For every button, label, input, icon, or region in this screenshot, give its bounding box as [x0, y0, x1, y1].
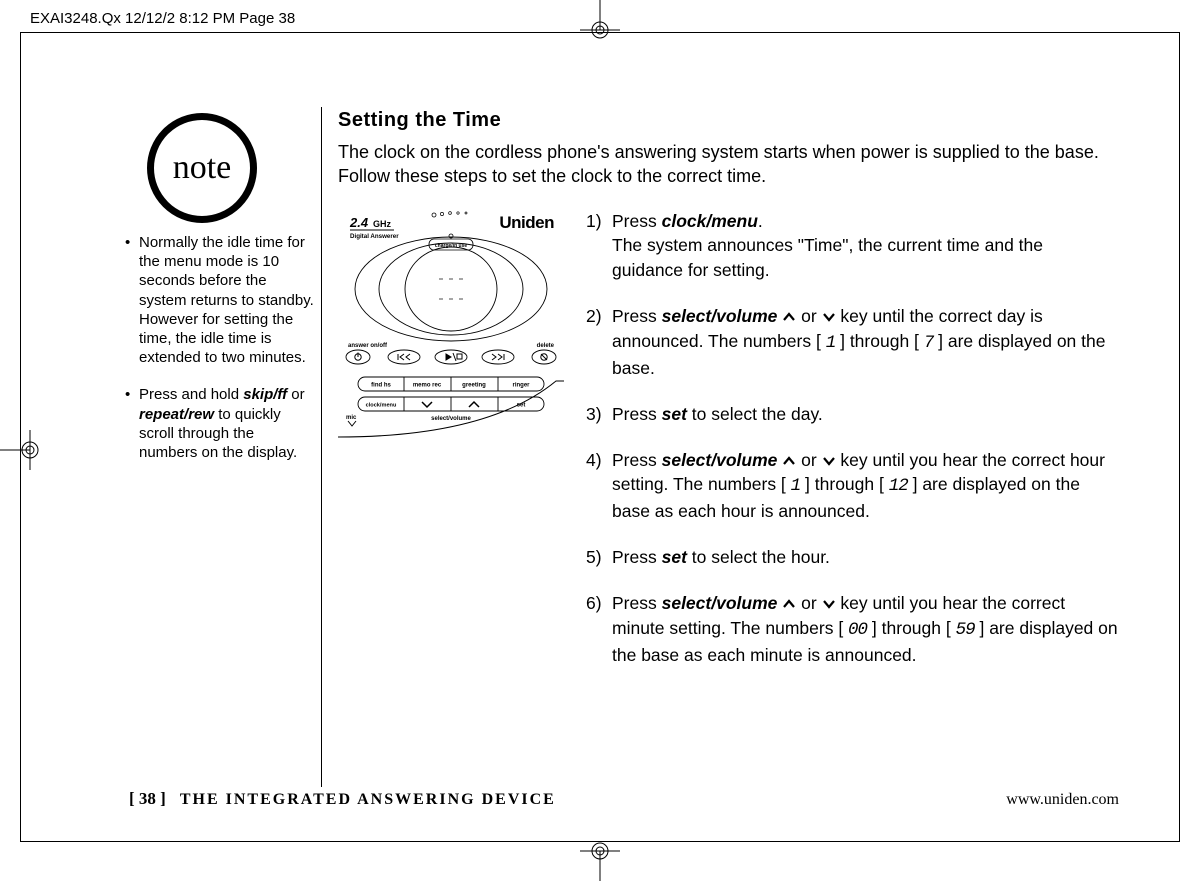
step-text: Press select/volume or key until you hea…: [612, 448, 1118, 525]
page-number: [ 38 ]: [129, 789, 166, 809]
step-item: 5)Press set to select the hour.: [586, 545, 1118, 570]
note-label: note: [173, 149, 232, 187]
intro-paragraph: The clock on the cordless phone's answer…: [338, 140, 1118, 189]
chevron-up-icon: [782, 450, 796, 470]
step-item: 2)Press select/volume or key until the c…: [586, 304, 1118, 381]
step-text: Press set to select the hour.: [612, 545, 1118, 570]
step-text: Press set to select the day.: [612, 402, 1118, 427]
device-brand: Uniden: [499, 213, 554, 232]
step-text: Press select/volume or key until the cor…: [612, 304, 1118, 381]
chevron-down-icon: [822, 593, 836, 613]
step-number: 4): [586, 448, 612, 525]
seven-segment-value: 1: [791, 476, 801, 496]
footer-title: THE INTEGRATED ANSWERING DEVICE: [180, 791, 556, 809]
steps-list: 1)Press clock/menu.The system announces …: [586, 209, 1118, 689]
device-ghz-label: GHz: [373, 219, 392, 229]
device-selectvolume-label: select/volume: [431, 416, 471, 422]
device-answer-label: answer on/off: [348, 343, 388, 349]
device-illustration: 2.4 GHz Digital Answerer Uniden ch: [338, 209, 564, 689]
seven-segment-value: 00: [848, 620, 867, 640]
device-freq-label: 2.4: [349, 215, 369, 230]
note-badge: note: [147, 113, 257, 223]
note-bullet-text: Press and hold skip/ff or repeat/rew to …: [139, 385, 315, 462]
chevron-down-icon: [822, 450, 836, 470]
step-number: 6): [586, 591, 612, 668]
device-subtitle: Digital Answerer: [350, 233, 399, 240]
note-bullet: • Press and hold skip/ff or repeat/rew t…: [125, 385, 315, 462]
step-number: 2): [586, 304, 612, 381]
device-btn-greeting: greeting: [462, 382, 486, 388]
device-btn-ringer: ringer: [512, 382, 530, 388]
step-number: 3): [586, 402, 612, 427]
device-btn-memorec: memo rec: [413, 382, 442, 388]
seven-segment-value: 59: [956, 620, 975, 640]
device-btn-clockmenu: clock/menu: [366, 402, 397, 408]
registration-mark-bottom: [570, 841, 630, 881]
step-text: Press select/volume or key until you hea…: [612, 591, 1118, 668]
page-frame: note • Normally the idle time for the me…: [20, 32, 1180, 842]
device-mic-label: mic: [346, 415, 357, 421]
step-item: 6)Press select/volume or key until you h…: [586, 591, 1118, 668]
crop-filename: EXAI3248.Qx 12/12/2 8:12 PM Page 38: [30, 10, 295, 27]
page-footer: [ 38 ] THE INTEGRATED ANSWERING DEVICE w…: [129, 789, 1119, 809]
seven-segment-value: 12: [889, 476, 908, 496]
note-bullet-text: Normally the idle time for the menu mode…: [139, 233, 315, 367]
device-delete-label: delete: [537, 343, 555, 349]
seven-segment-value: 7: [924, 333, 934, 353]
note-bullet: • Normally the idle time for the menu mo…: [125, 233, 315, 367]
step-text: Press clock/menu.The system announces "T…: [612, 209, 1118, 284]
sidebar-notes: • Normally the idle time for the menu mo…: [125, 233, 315, 480]
seven-segment-value: 1: [826, 333, 836, 353]
main-content: Setting the Time The clock on the cordle…: [338, 109, 1118, 688]
chevron-up-icon: [782, 306, 796, 326]
chevron-down-icon: [822, 306, 836, 326]
section-heading: Setting the Time: [338, 109, 1118, 132]
step-item: 1)Press clock/menu.The system announces …: [586, 209, 1118, 284]
step-item: 4)Press select/volume or key until you h…: [586, 448, 1118, 525]
step-number: 1): [586, 209, 612, 284]
device-charge-label: charge/in use: [435, 243, 467, 249]
chevron-up-icon: [782, 593, 796, 613]
step-item: 3)Press set to select the day.: [586, 402, 1118, 427]
step-number: 5): [586, 545, 612, 570]
vertical-divider: [321, 107, 322, 787]
footer-url: www.uniden.com: [1006, 791, 1119, 809]
device-btn-findhs: find hs: [371, 382, 391, 388]
